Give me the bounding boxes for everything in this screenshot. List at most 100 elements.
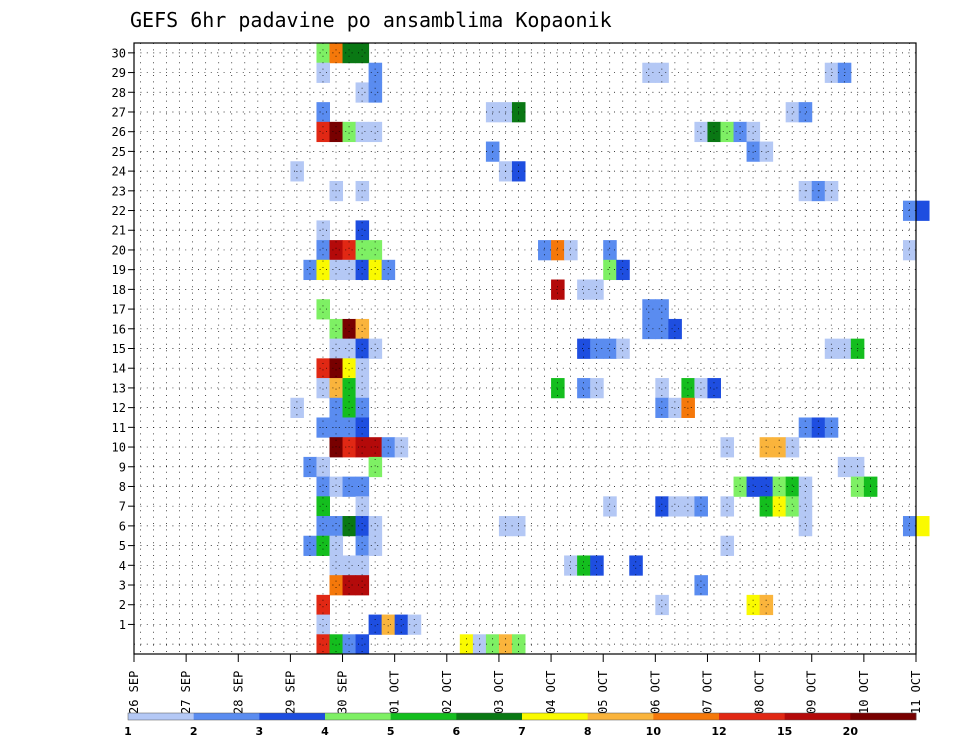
heatmap-cell [616, 259, 630, 281]
colorbar: 1 2 3 4 5 6 7 8 10 12 15 20 [124, 712, 917, 738]
heatmap-cell [916, 516, 930, 537]
heatmap-cell [590, 338, 604, 359]
x-tick-label: 26 SEP [127, 671, 141, 714]
colorbar-swatch [193, 713, 260, 720]
heatmap-cell [316, 594, 330, 616]
heatmap-cell [316, 476, 330, 497]
heatmap-cell [316, 299, 330, 320]
heatmap-cell [785, 437, 800, 458]
colorbar-frame [127, 712, 917, 721]
y-tick-label: 23 [112, 184, 126, 198]
heatmap-cell [772, 437, 787, 458]
heatmap-cell [329, 121, 344, 143]
heatmap-cell [394, 614, 409, 635]
heatmap-cell [655, 378, 669, 399]
heatmap-cell [590, 279, 604, 300]
heatmap-cell [902, 516, 917, 537]
heatmap-cell [916, 200, 930, 221]
heatmap-cell [603, 338, 617, 359]
x-tick-label: 28 SEP [231, 671, 245, 714]
heatmap-cell [316, 102, 330, 123]
heatmap-cell [329, 43, 344, 64]
heatmap-cell [733, 476, 748, 497]
heatmap-cell [577, 555, 591, 576]
heatmap-cell [368, 516, 383, 537]
heatmap-cell [551, 378, 565, 399]
heatmap-cell [551, 279, 565, 300]
heatmap-cell [329, 575, 344, 596]
heatmap-cell [368, 121, 383, 143]
heatmap-cell [303, 259, 317, 281]
heatmap-cell [303, 456, 317, 478]
heatmap-cell [824, 62, 839, 83]
heatmap-cell [342, 476, 357, 497]
colorbar-swatch [587, 713, 654, 720]
heatmap-cell [694, 378, 708, 399]
heatmap-cell [733, 121, 748, 143]
y-tick-label: 9 [119, 460, 126, 474]
x-tick-label: 29 SEP [283, 671, 297, 714]
y-tick-label: 27 [112, 105, 126, 119]
heatmap-cell [316, 62, 330, 83]
heatmap-cell [720, 437, 735, 458]
heatmap-cell [551, 240, 565, 261]
heatmap-cell [355, 378, 370, 399]
heatmap-cell [603, 240, 617, 261]
heatmap-cell [902, 200, 917, 221]
heatmap-cell [381, 259, 396, 281]
y-tick-label: 20 [112, 243, 126, 257]
heatmap-cell [316, 259, 330, 281]
colorbar-swatch [719, 713, 786, 720]
heatmap-cell [642, 299, 656, 320]
heatmap-cell [759, 594, 774, 616]
heatmap-cell [355, 220, 370, 241]
colorbar-label: 7 [518, 725, 526, 738]
colorbar-swatch [522, 713, 589, 720]
heatmap-cell [368, 240, 383, 261]
y-axis: 1234567891011121314151617181920212223242… [112, 46, 134, 632]
y-tick-label: 19 [112, 263, 126, 277]
heatmap-cell [355, 338, 370, 359]
heatmap-cell [694, 121, 708, 143]
colorbar-label: 10 [646, 725, 662, 738]
heatmap-cell [616, 338, 630, 359]
heatmap-cell [329, 378, 344, 399]
heatmap-cell [355, 476, 370, 497]
heatmap-cell [342, 555, 357, 576]
heatmap-cell [668, 496, 682, 517]
chart-title: GEFS 6hr padavine po ansamblima Kopaonik [130, 8, 612, 32]
heatmap-cell [342, 358, 357, 379]
colorbar-swatch [259, 713, 326, 720]
heatmap-cell [329, 634, 344, 655]
heatmap-cell [798, 102, 813, 123]
colorbar-label: 20 [843, 725, 859, 738]
y-tick-label: 3 [119, 579, 126, 593]
heatmap-cell [342, 240, 357, 261]
colorbar-label: 1 [124, 725, 132, 738]
colorbar-label: 5 [387, 725, 395, 738]
heatmap-cell [824, 338, 839, 359]
heatmap-cell [590, 555, 604, 576]
heatmap-cell [342, 437, 357, 458]
heatmap-cell [355, 121, 370, 143]
heatmap-cell [394, 437, 409, 458]
heatmap-cell [368, 437, 383, 458]
y-tick-label: 13 [112, 381, 126, 395]
colorbar-swatch [653, 713, 720, 720]
heatmap-cell [316, 535, 330, 556]
heatmap-cell [355, 634, 370, 655]
heatmap-cell [720, 121, 735, 143]
y-tick-label: 11 [112, 421, 126, 435]
y-tick-label: 4 [119, 559, 126, 573]
x-tick-label: 03 OCT [492, 671, 506, 714]
heatmap-cells [290, 43, 930, 655]
y-tick-label: 14 [112, 362, 126, 376]
heatmap-cell [342, 575, 357, 596]
x-tick-label: 10 OCT [857, 671, 871, 714]
colorbar-swatch [390, 713, 457, 720]
heatmap-cell [746, 141, 761, 162]
heatmap-cell [785, 476, 800, 497]
y-tick-label: 18 [112, 283, 126, 297]
y-tick-label: 29 [112, 66, 126, 80]
